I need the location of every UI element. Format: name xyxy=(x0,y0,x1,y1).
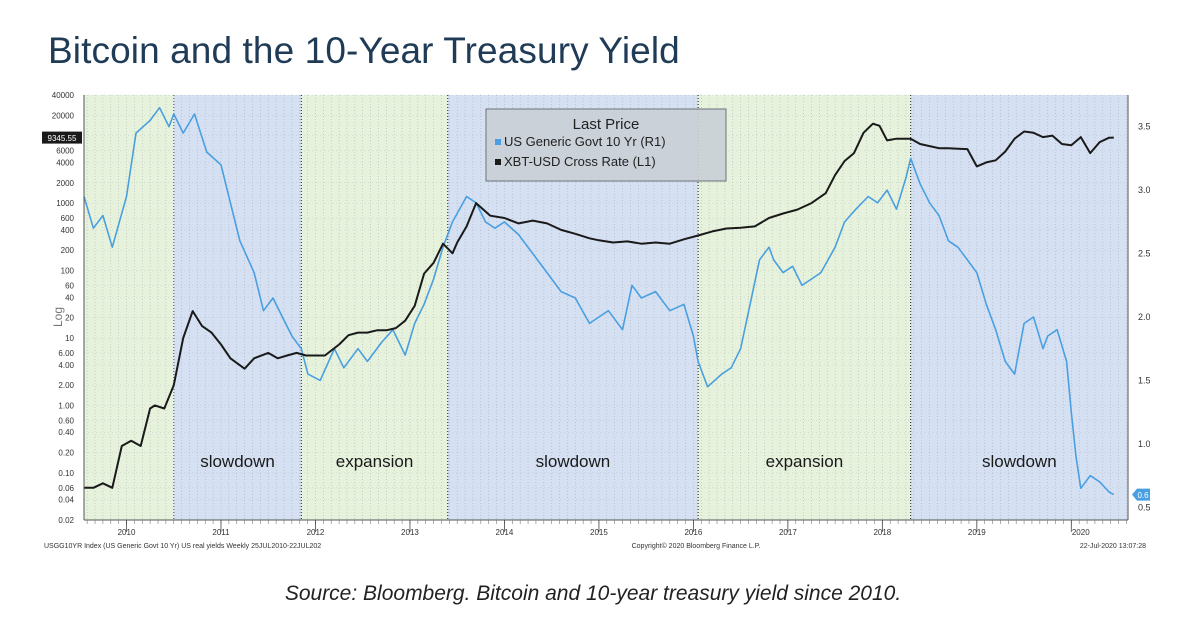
left-axis-tick-label: 100 xyxy=(61,267,75,276)
regime-label: expansion xyxy=(336,452,414,471)
regime-labels: slowdown expansion slowdown expansion slowdo… xyxy=(200,452,1056,471)
x-axis-year-label: 2010 xyxy=(118,528,136,537)
left-axis-tick-label: 0.10 xyxy=(58,469,74,478)
legend-entry: US Generic Govt 10 Yr (R1) xyxy=(504,134,666,149)
right-last-value-text: 0.6 xyxy=(1137,491,1149,500)
left-last-value-text: 9345.55 xyxy=(48,134,77,143)
right-axis-tick-label: 3.5 xyxy=(1138,122,1150,132)
legend-title: Last Price xyxy=(573,116,640,133)
regime-bands xyxy=(84,95,1128,520)
left-axis-tick-label: 0.40 xyxy=(58,428,74,437)
left-axis-tick-label: 4.00 xyxy=(58,361,74,370)
legend-swatch xyxy=(495,139,501,145)
footer-left-text: USGG10YR Index (US Generic Govt 10 Yr) U… xyxy=(44,543,321,550)
left-axis-tick-label: 400 xyxy=(61,226,75,235)
left-axis-tick-label: 600 xyxy=(61,214,75,223)
left-axis-tick-label: 6.00 xyxy=(58,349,74,358)
left-axis-tick-label: 6000 xyxy=(56,147,74,156)
regime-band xyxy=(173,95,302,520)
regime-label: slowdown xyxy=(536,452,611,471)
bitcoin-price-line xyxy=(84,122,1114,489)
chart-svg: slowdown expansion slowdown expansion slowdo… xyxy=(40,92,1150,552)
regime-label: slowdown xyxy=(200,452,275,471)
treasury-yield-line xyxy=(83,106,1115,496)
regime-label: expansion xyxy=(766,452,844,471)
grid-lines xyxy=(84,94,1128,521)
legend-entry: XBT-USD Cross Rate (L1) xyxy=(504,154,656,169)
left-axis-tick-label: 2000 xyxy=(56,179,74,188)
right-axis-tick-label: 2.0 xyxy=(1138,312,1150,322)
left-axis-tick-label: 200 xyxy=(61,246,75,255)
right-axis-tick-label: 2.5 xyxy=(1138,249,1150,259)
x-axis-year-label: 2020 xyxy=(1072,528,1090,537)
right-axis-tick-label: 3.0 xyxy=(1138,185,1150,195)
x-axis-year-label: 2013 xyxy=(401,528,419,537)
page-title: Bitcoin and the 10-Year Treasury Yield xyxy=(48,30,680,71)
left-last-value-badge xyxy=(42,131,82,144)
footer-right-text: 22-Jul-2020 13:07:28 xyxy=(1080,543,1146,550)
right-last-value-badge xyxy=(1132,488,1150,501)
regime-band xyxy=(698,95,911,520)
left-axis-tick-label: 40 xyxy=(65,293,74,302)
left-axis-tick-label: 1000 xyxy=(56,199,74,208)
left-axis-tick-label: 0.60 xyxy=(58,416,74,425)
left-axis-tick-label: 10 xyxy=(65,334,74,343)
chart: slowdown expansion slowdown expansion slowdo… xyxy=(40,92,1150,552)
right-axis-tick-label: 1.5 xyxy=(1138,375,1150,385)
regime-band xyxy=(910,95,1128,520)
left-axis-tick-label: 0.02 xyxy=(58,516,74,525)
x-axis-year-label: 2012 xyxy=(307,528,325,537)
left-axis-tick-label: 20000 xyxy=(52,111,75,120)
legend-swatch xyxy=(495,159,501,165)
chart-caption: Source: Bloomberg. Bitcoin and 10-year t… xyxy=(284,582,902,605)
left-axis-tick-label: 4000 xyxy=(56,158,74,167)
left-axis-tick-label: 1.00 xyxy=(58,401,74,410)
axes: 4000020000100006000400020001000600400200… xyxy=(42,92,1150,550)
x-axis-year-label: 2011 xyxy=(212,528,230,537)
left-axis-tick-label: 0.20 xyxy=(58,449,74,458)
left-axis-tick-label: 20 xyxy=(65,314,74,323)
left-axis-tick-label: 2.00 xyxy=(58,381,74,390)
regime-label: slowdown xyxy=(982,452,1057,471)
x-axis-year-label: 2016 xyxy=(684,528,702,537)
footer-center-text: Copyright© 2020 Bloomberg Finance L.P. xyxy=(632,542,761,550)
left-axis-tick-label: 0.04 xyxy=(58,496,74,505)
x-axis-year-label: 2015 xyxy=(590,528,608,537)
x-axis-year-label: 2014 xyxy=(496,528,514,537)
legend-box xyxy=(485,108,727,182)
x-axis-year-label: 2017 xyxy=(779,528,797,537)
x-axis-year-label: 2018 xyxy=(873,528,891,537)
right-axis-tick-label: 1.0 xyxy=(1138,439,1150,449)
left-axis-tick-label: 60 xyxy=(65,281,74,290)
right-axis-tick-label: 0.5 xyxy=(1138,502,1150,512)
series-lines xyxy=(83,106,1115,496)
left-axis-label: Log xyxy=(51,307,65,327)
left-axis-tick-label: 0.06 xyxy=(58,484,74,493)
regime-band xyxy=(84,95,174,520)
x-axis-year-label: 2019 xyxy=(968,528,986,537)
left-axis-tick-label: 40000 xyxy=(52,92,75,100)
